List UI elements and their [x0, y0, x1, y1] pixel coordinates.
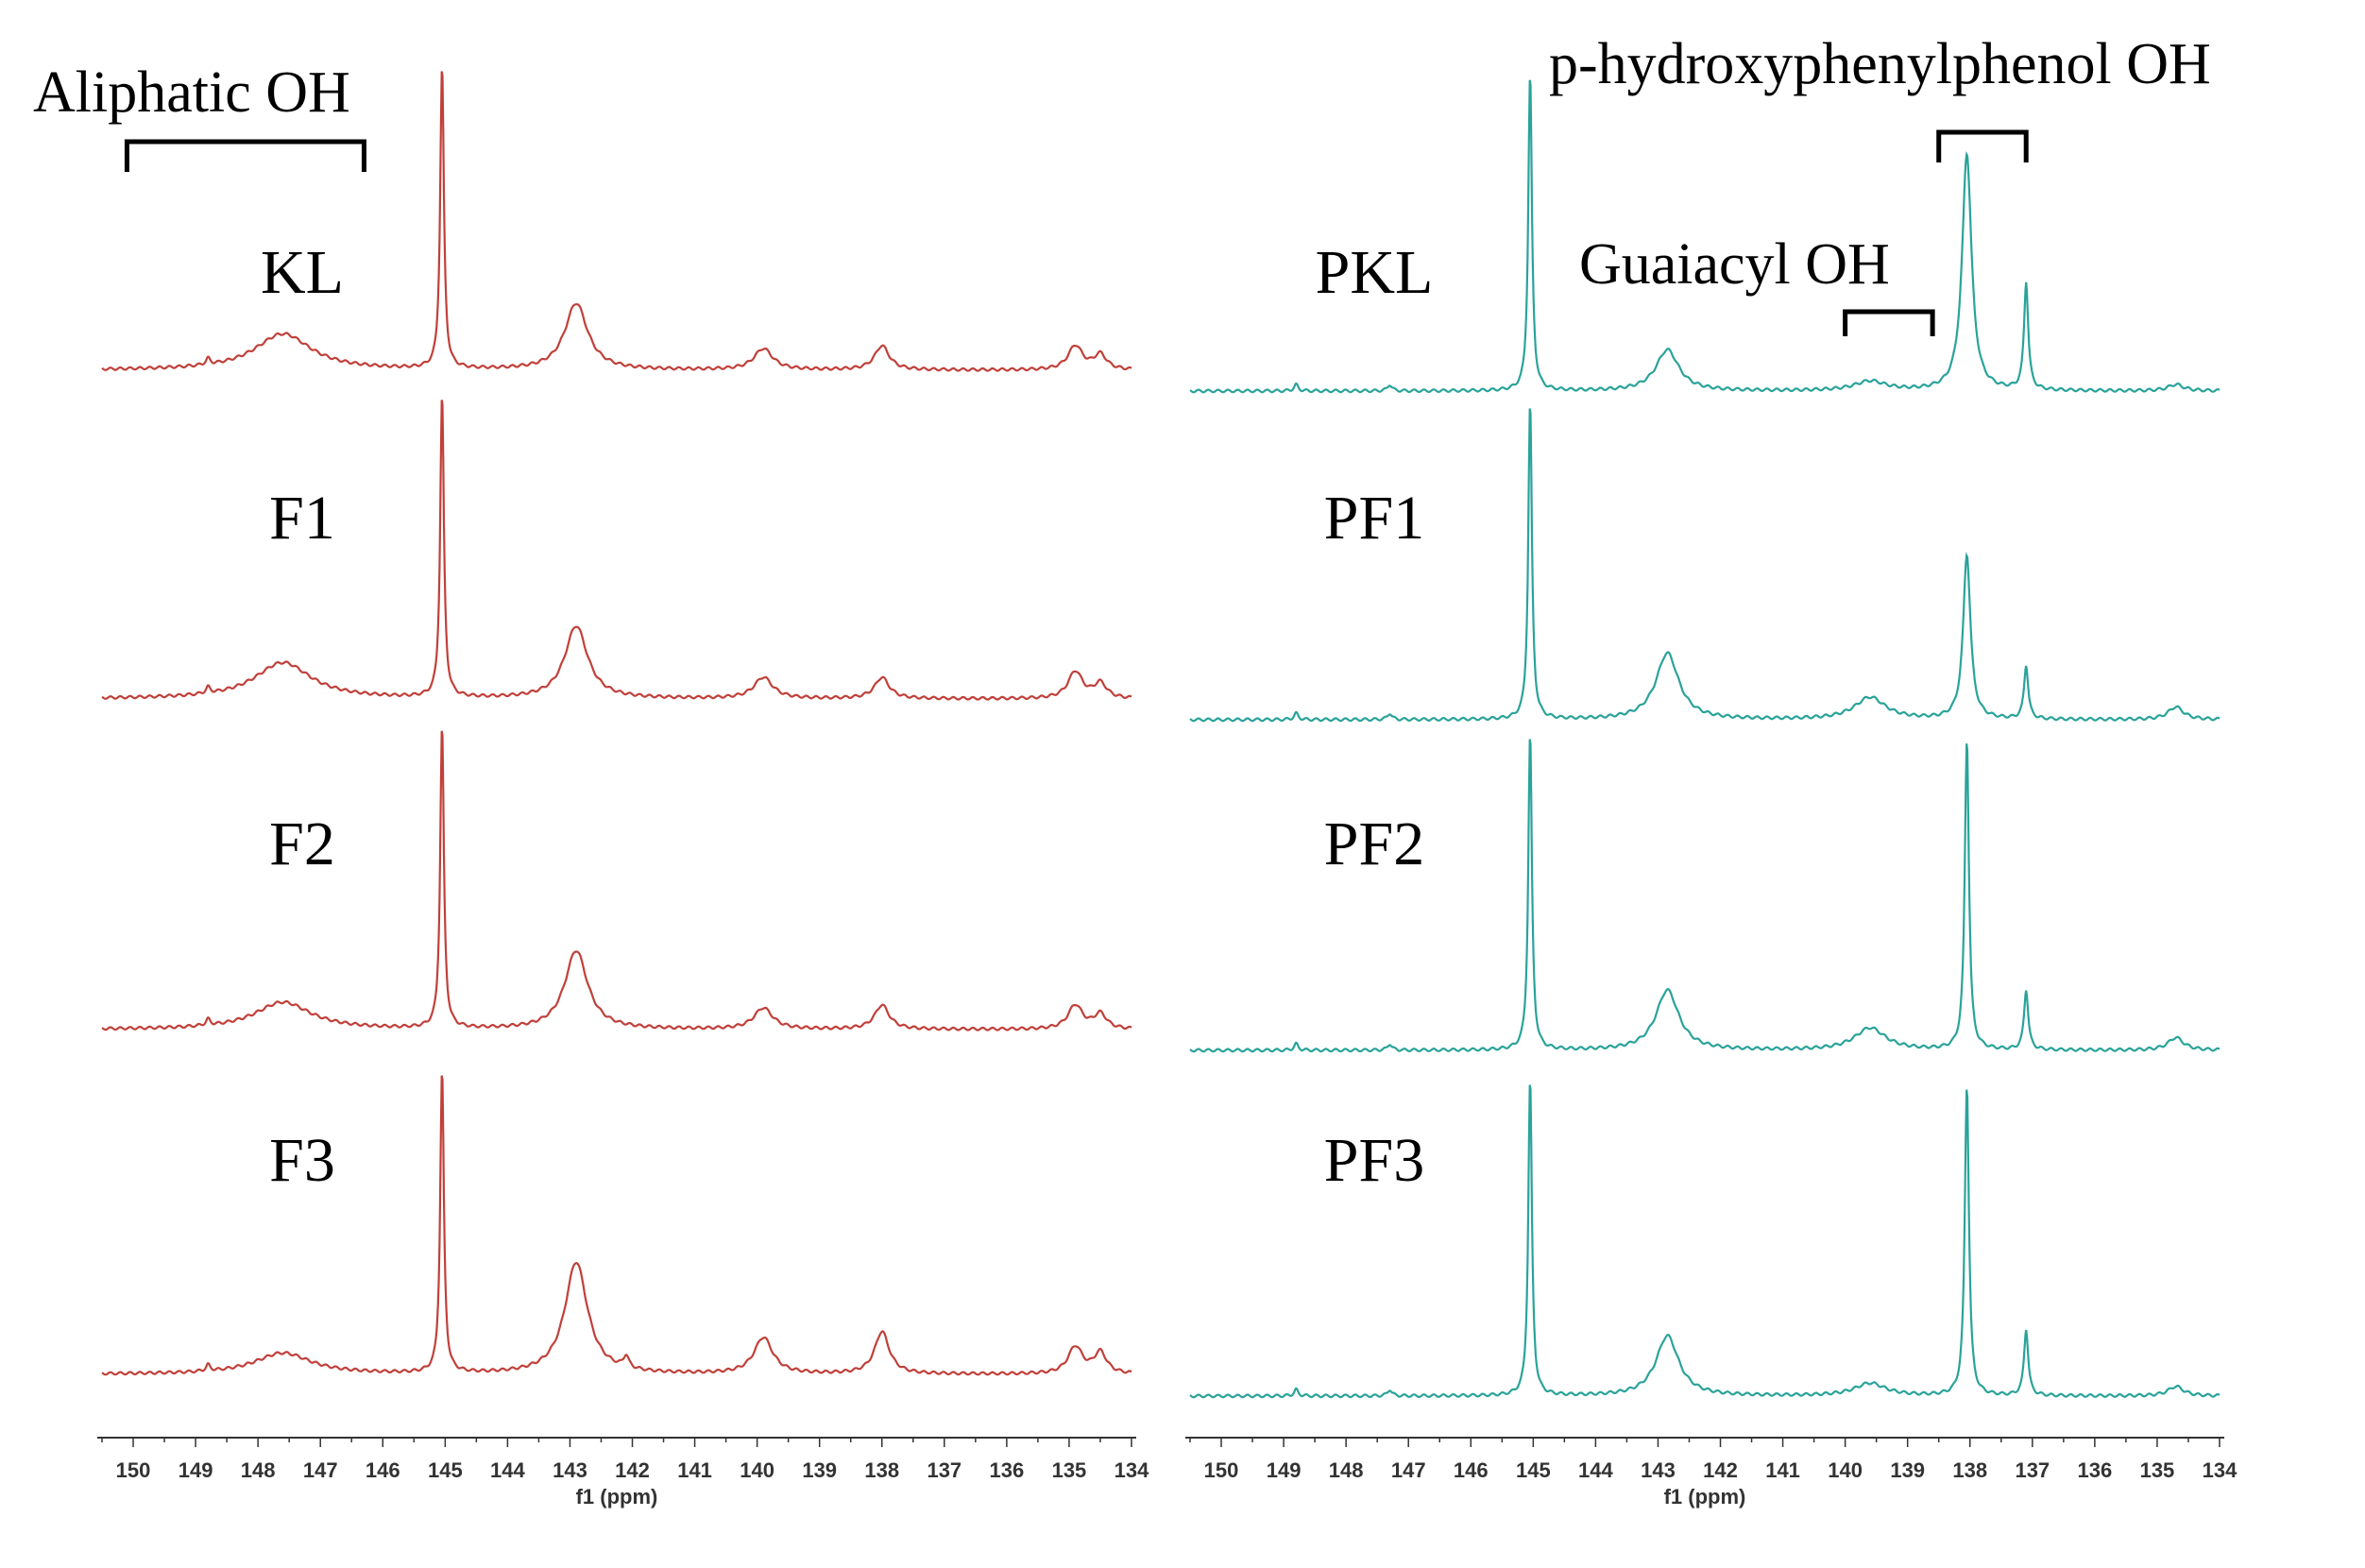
spectrum-pf2 [1189, 739, 2220, 1053]
x-tick-label: 136 [990, 1458, 1025, 1482]
x-tick-label: 137 [2015, 1458, 2050, 1482]
sample-label-kl: KL [261, 238, 344, 307]
spectrum-kl [101, 71, 1132, 372]
x-tick-label: 134 [1114, 1458, 1149, 1482]
x-tick-label: 143 [1641, 1458, 1676, 1482]
x-tick-label: 135 [2140, 1458, 2175, 1482]
spectrum-f3 [101, 1075, 1132, 1376]
x-tick-label: 136 [2078, 1458, 2113, 1482]
left-panel: 150 149 148 147 146 145 144 143 142 141 140 139 138 1… [97, 71, 1149, 1508]
x-tick-label: 145 [428, 1458, 463, 1482]
bracket-p-hydroxyphenylphenol-oh [1936, 129, 2029, 162]
x-tick-label: 149 [1267, 1458, 1302, 1482]
spectrum-f1 [101, 400, 1132, 701]
x-tick-label: 137 [927, 1458, 961, 1482]
sample-label-pf2: PF2 [1324, 810, 1424, 878]
spectrum-f2 [101, 730, 1132, 1031]
right-panel: 150 149 148 147 146 145 144 143 142 141 140 139 138 1… [1185, 79, 2237, 1508]
x-tick-label: 141 [1765, 1458, 1800, 1482]
sample-label-pkl: PKL [1316, 238, 1434, 307]
x-axis-title: f1 (ppm) [1664, 1485, 1746, 1508]
annotations: Aliphatic OH Guaiacyl OH p-hydroxyphenylph… [33, 32, 2211, 336]
bracket-guaiacyl-oh [1843, 309, 1935, 336]
x-tick-label: 146 [1454, 1458, 1489, 1482]
x-tick-label: 142 [615, 1458, 650, 1482]
x-tick-label: 140 [1828, 1458, 1863, 1482]
x-tick-label: 139 [1890, 1458, 1925, 1482]
x-tick-label: 138 [864, 1458, 899, 1482]
x-axis-title: f1 (ppm) [576, 1485, 658, 1508]
sample-label-pf3: PF3 [1324, 1126, 1424, 1195]
spectrum-pf1 [1189, 408, 2220, 723]
x-tick-label: 134 [2203, 1458, 2237, 1482]
annotation-guaiacyl-oh: Guaiacyl OH [1579, 232, 1890, 297]
x-tick-label: 148 [241, 1458, 276, 1482]
x-tick-label: 142 [1703, 1458, 1738, 1482]
x-tick-label: 141 [677, 1458, 712, 1482]
x-tick-label: 146 [366, 1458, 400, 1482]
annotation-aliphatic-oh: Aliphatic OH [33, 60, 350, 125]
x-tick-label: 138 [1952, 1458, 1987, 1482]
x-tick-label: 145 [1516, 1458, 1551, 1482]
bracket-aliphatic-oh [124, 139, 366, 172]
spectrum-pf3 [1189, 1084, 2220, 1399]
spectrum-pkl [1189, 79, 2220, 394]
x-tick-label: 150 [116, 1458, 151, 1482]
x-tick-label: 150 [1204, 1458, 1239, 1482]
sample-label-f3: F3 [269, 1126, 335, 1195]
x-tick-label: 144 [1578, 1458, 1613, 1482]
x-tick-label: 148 [1329, 1458, 1364, 1482]
sample-label-f1: F1 [269, 484, 335, 553]
x-tick-label: 140 [740, 1458, 774, 1482]
x-tick-label: 135 [1052, 1458, 1087, 1482]
sample-label-pf1: PF1 [1324, 484, 1424, 553]
sample-label-f2: F2 [269, 810, 335, 878]
x-tick-label: 143 [553, 1458, 587, 1482]
x-tick-label: 147 [1391, 1458, 1426, 1482]
x-tick-label: 147 [303, 1458, 338, 1482]
x-tick-label: 149 [179, 1458, 213, 1482]
x-tick-label: 139 [802, 1458, 837, 1482]
annotation-p-hydroxyphenylphenol-oh: p-hydroxyphenylphenol OH [1549, 32, 2211, 96]
x-tick-label: 144 [490, 1458, 525, 1482]
